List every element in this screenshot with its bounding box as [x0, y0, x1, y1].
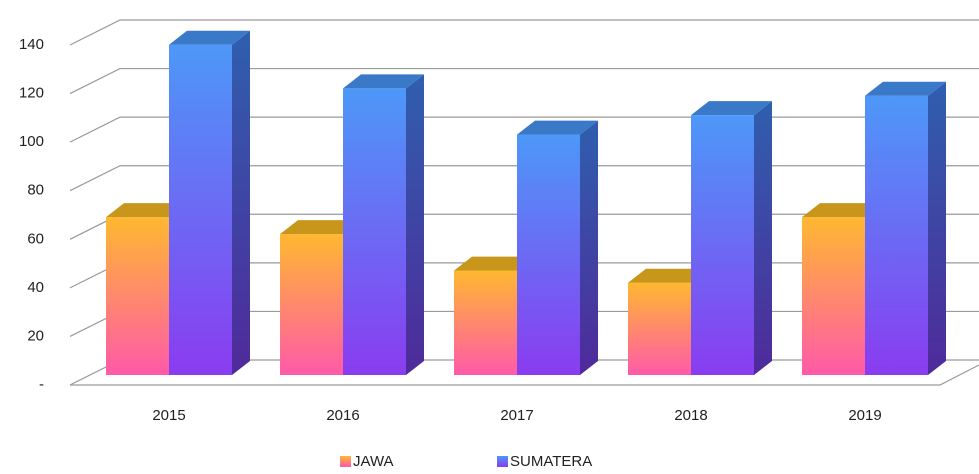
x-tick-label: 2019 — [848, 407, 881, 424]
bar-front — [691, 115, 754, 376]
bar-front — [106, 217, 169, 375]
y-tick-label: 60 — [27, 230, 44, 247]
floor-edge — [70, 364, 979, 386]
bar-side — [754, 101, 772, 376]
bar-front — [343, 88, 406, 375]
y-tick-label: 140 — [19, 36, 44, 53]
x-tick-label: 2015 — [152, 407, 185, 424]
bar-top — [454, 256, 535, 271]
bar — [865, 81, 946, 375]
y-tick-label: 40 — [27, 279, 44, 296]
bar-side — [232, 30, 250, 375]
grid-line — [69, 19, 979, 46]
bar-front — [454, 270, 517, 375]
bar-top — [169, 30, 250, 45]
bar-side — [928, 81, 946, 375]
x-tick-label: 2017 — [500, 407, 533, 424]
bar-front — [169, 44, 232, 375]
bar-top — [280, 220, 361, 235]
x-tick-label: 2018 — [674, 407, 707, 424]
bar-front — [628, 282, 691, 375]
bar-top — [517, 120, 598, 135]
legend-label: JAWA — [353, 453, 394, 470]
y-tick-label: 120 — [19, 85, 44, 102]
grid-line — [69, 67, 979, 95]
bar-front — [802, 217, 865, 375]
x-tick-label: 2016 — [326, 407, 359, 424]
legend-swatch — [340, 456, 351, 467]
bar-top — [865, 81, 946, 96]
bar-side — [406, 74, 424, 375]
legend-label: SUMATERA — [510, 453, 592, 470]
legend-swatch — [497, 456, 508, 467]
bar-top — [628, 268, 709, 283]
bar-front — [517, 134, 580, 375]
bar-top — [802, 203, 883, 218]
bar-front — [865, 95, 928, 375]
bar-front — [280, 234, 343, 375]
y-tick-label: - — [39, 376, 44, 393]
bar — [517, 120, 598, 375]
bar — [169, 30, 250, 375]
bar — [343, 74, 424, 375]
bar-side — [580, 120, 598, 375]
bar — [691, 101, 772, 376]
y-tick-label: 20 — [27, 327, 44, 344]
bar-top — [106, 203, 187, 218]
bar-top — [691, 101, 772, 116]
y-tick-label: 80 — [27, 182, 44, 199]
y-tick-label: 100 — [19, 133, 44, 150]
bar-top — [343, 74, 424, 89]
